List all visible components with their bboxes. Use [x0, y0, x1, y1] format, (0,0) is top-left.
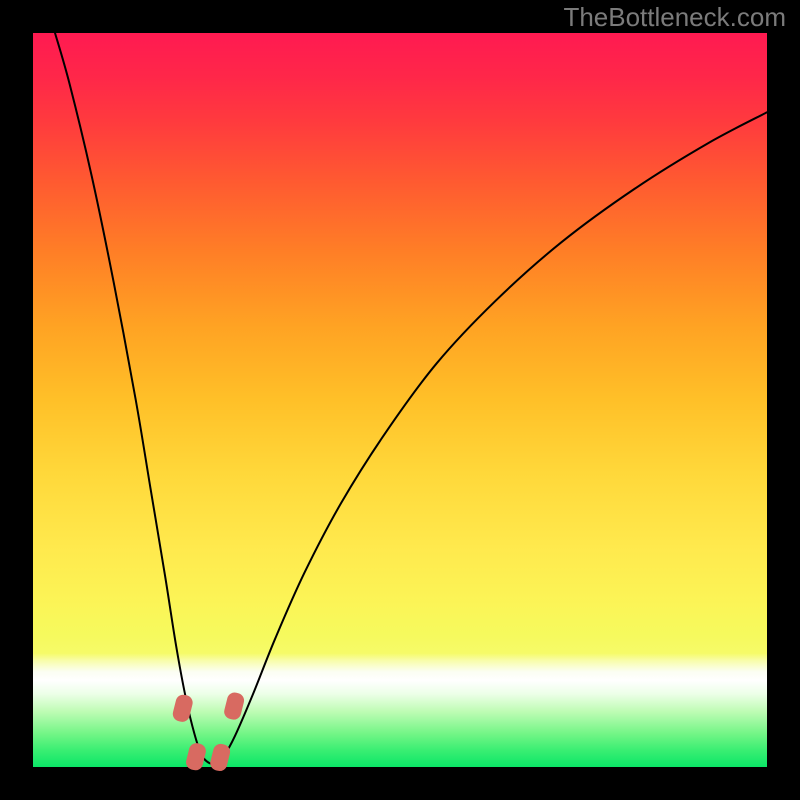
watermark-text: TheBottleneck.com: [563, 2, 786, 33]
plot-area: [33, 33, 767, 767]
chart-frame: TheBottleneck.com: [0, 0, 800, 800]
